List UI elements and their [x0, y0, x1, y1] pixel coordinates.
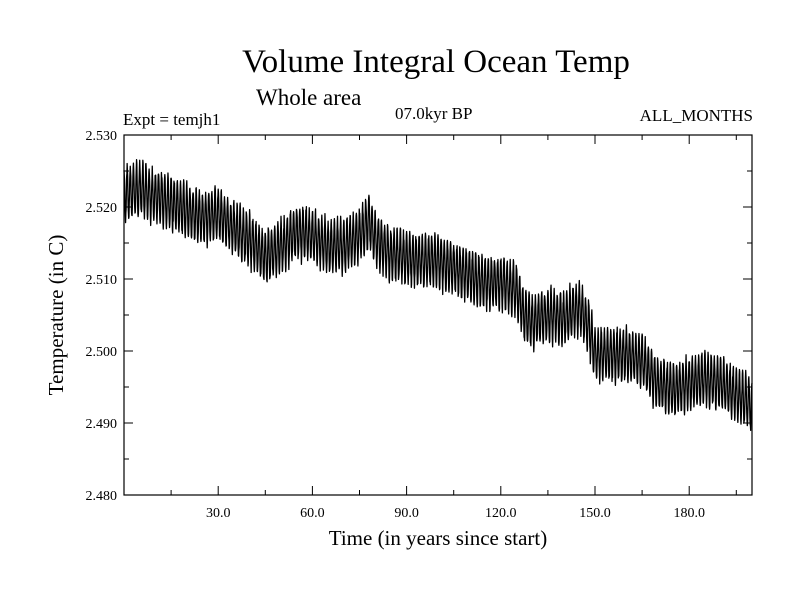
- x-tick-label: 150.0: [579, 506, 611, 521]
- temperature-series-line: [123, 159, 753, 432]
- experiment-label: Expt = temjh1: [123, 110, 221, 129]
- months-label: ALL_MONTHS: [639, 106, 753, 125]
- x-tick-label: 180.0: [673, 506, 705, 521]
- y-tick-label: 2.520: [86, 201, 118, 216]
- x-axis-title: Time (in years since start): [329, 526, 548, 550]
- chart-subtitle: Whole area: [256, 85, 362, 110]
- y-axis-title: Temperature (in C): [44, 235, 68, 396]
- y-tick-label: 2.530: [86, 129, 118, 144]
- y-tick-label: 2.510: [86, 273, 118, 288]
- x-tick-label: 90.0: [394, 506, 419, 521]
- chart-title: Volume Integral Ocean Temp: [242, 44, 630, 80]
- x-axis-ticks: [170, 135, 737, 495]
- x-tick-label: 60.0: [300, 506, 325, 521]
- period-label: 07.0kyr BP: [395, 104, 473, 123]
- y-tick-label: 2.480: [86, 489, 118, 504]
- y-axis-tick-labels: 2.480 2.490 2.500 2.510 2.520 2.530: [86, 129, 118, 504]
- x-axis-tick-labels: 30.0 60.0 90.0 120.0 150.0 180.0: [206, 506, 705, 521]
- y-tick-label: 2.500: [86, 345, 118, 360]
- x-tick-label: 30.0: [206, 506, 231, 521]
- y-tick-label: 2.490: [86, 417, 118, 432]
- x-tick-label: 120.0: [485, 506, 517, 521]
